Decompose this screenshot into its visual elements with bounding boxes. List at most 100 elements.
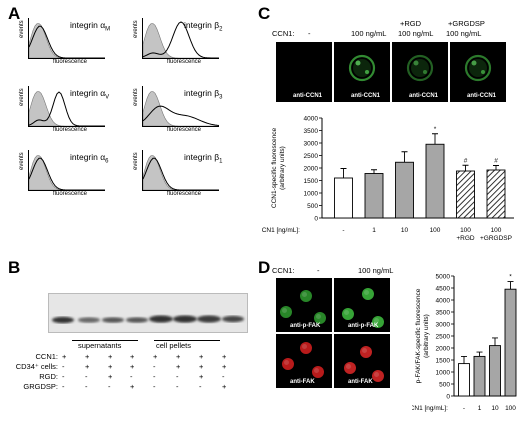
- blot-cell-1-2: +: [108, 362, 113, 371]
- histogram-5-xlabel: fluorescence: [167, 191, 202, 197]
- blot-cell-2-6: +: [199, 372, 204, 381]
- blot-row-label-0: CCN1:: [35, 352, 58, 361]
- chart-c-category-0: -: [342, 227, 344, 234]
- blot-cell-2-7: -: [222, 372, 225, 381]
- chart-c-ytick-label-4: 2000: [304, 165, 319, 172]
- panel-c-micrograph-2-label: anti-CCN1: [409, 93, 439, 99]
- blot-bands: [52, 315, 244, 324]
- panel-d-micrograph-3-cells: [344, 346, 384, 382]
- blot-cell-0-0: +: [62, 352, 67, 361]
- chart-c-annotation-3: *: [434, 126, 437, 133]
- chart-c-subcategory-5: +GRGDSP: [480, 235, 512, 242]
- chart-c-errorbar-5: [493, 165, 499, 170]
- chart-c-category-3: 100: [430, 227, 441, 234]
- histogram-5-ylabel: events: [133, 152, 139, 170]
- chart-c-errorbar-2: [401, 151, 408, 163]
- chart-d-ytick-label-1: 500: [439, 381, 450, 388]
- blot-cell-3-0: -: [62, 382, 65, 391]
- chart-c-ytick-label-7: 3500: [304, 128, 319, 135]
- panel-d-condition-0: -: [317, 266, 320, 275]
- blot-cell-2-5: -: [176, 372, 179, 381]
- chart-c-bar-0: [334, 177, 353, 219]
- panel-c-micrograph-1-cell: [348, 54, 376, 82]
- histogram-5-curves: [143, 155, 219, 190]
- histogram-0: [28, 18, 105, 59]
- panel-c-condition-0-line2: -: [308, 29, 311, 38]
- chart-d-ytick-label-10: 5000: [436, 273, 451, 280]
- panel-d-micrograph-1: [334, 278, 390, 332]
- panel-d-micrograph-1-label: anti-p-FAK: [348, 323, 379, 329]
- chart-d-pfak-fluorescence: 0 500 1000 1500 2000 2500 3000 3500 4000 4500 5000…: [412, 273, 517, 412]
- chart-c-annotation-4: #: [464, 157, 468, 164]
- histogram-4-title: integrin α6: [70, 152, 109, 165]
- blot-cell-3-2: -: [108, 382, 111, 391]
- histogram-5-title: integrin β1: [184, 152, 223, 165]
- panel-c-condition-2-line2: 100 ng/mL: [398, 29, 434, 38]
- blot-image: [48, 293, 248, 333]
- blot-cell-1-1: +: [85, 362, 90, 371]
- chart-d-category-1: 1: [478, 405, 482, 412]
- chart-c-bar-3: [425, 143, 445, 219]
- blot-row-label-1: CD34⁺ cells:: [15, 362, 58, 371]
- panel-letter-d: D: [258, 258, 271, 277]
- panel-c-micrograph-1: [334, 42, 390, 102]
- histogram-1: [142, 18, 219, 59]
- panel-c-condition-1-line2: 100 ng/mL: [351, 29, 387, 38]
- panel-c-micrograph-1-label: anti-CCN1: [351, 93, 381, 99]
- histogram-2-xlabel: fluorescence: [53, 127, 88, 133]
- chart-d-ytick-label-5: 2500: [436, 333, 451, 340]
- histogram-1-curves: [143, 21, 219, 58]
- histogram-4-xlabel: fluorescence: [53, 191, 88, 197]
- chart-d-ytick-label-9: 4500: [436, 285, 451, 292]
- chart-c-ytick-label-0: 0: [314, 215, 318, 222]
- blot-cell-2-3: -: [130, 372, 133, 381]
- blot-cell-3-4: -: [153, 382, 156, 391]
- chart-c-subcategory-4: +RGD: [456, 235, 475, 242]
- chart-d-errorbar-3: [507, 281, 514, 290]
- histogram-3-xlabel: fluorescence: [167, 127, 202, 133]
- chart-d-ytick-label-8: 4000: [436, 297, 451, 304]
- chart-c-annotation-5: #: [494, 158, 498, 165]
- chart-c-category-1: 1: [372, 227, 376, 234]
- chart-c-xlabel: CCN1 [ng/mL]:: [262, 227, 300, 234]
- panel-c-micrograph-2-cell: [406, 54, 434, 82]
- chart-d-bar-3: [504, 288, 517, 397]
- chart-d-category-0: -: [463, 405, 465, 412]
- blot-cell-1-5: +: [176, 362, 181, 371]
- blot-cell-2-1: -: [85, 372, 88, 381]
- blot-cell-0-1: +: [85, 352, 90, 361]
- histogram-3-curves: [143, 91, 219, 126]
- histogram-3: [142, 86, 219, 127]
- chart-c-errorbar-0: [340, 168, 347, 178]
- chart-c-ytick-label-2: 1000: [304, 190, 319, 197]
- blot-cell-3-3: +: [130, 382, 135, 391]
- chart-c-ylabel: CCN1-specific fluorescence(arbitrary uni…: [271, 128, 286, 209]
- chart-c-category-5: 100: [491, 227, 502, 234]
- panel-d-micrograph-0-cells: [280, 290, 326, 324]
- chart-d-xlabel: CCN1 [ng/mL]:: [412, 405, 448, 412]
- histogram-0-xlabel: fluorescence: [53, 59, 88, 65]
- chart-c-bar-5: [486, 169, 506, 219]
- blot-cell-1-4: -: [153, 362, 156, 371]
- panel-c-condition-3-line1: +GRGDSP: [448, 19, 485, 28]
- group-label-supernatants: supernatants: [78, 341, 122, 350]
- chart-c-bar-2: [395, 161, 414, 219]
- panel-c-micrograph-3-cell: [464, 54, 492, 82]
- chart-c-errorbar-1: [371, 169, 377, 174]
- blot-cell-2-4: -: [153, 372, 156, 381]
- histogram-1-xlabel: fluorescence: [167, 59, 202, 65]
- chart-c-errorbar-4: [462, 164, 469, 171]
- histogram-4: [28, 150, 105, 191]
- histogram-2-title: integrin αV: [70, 88, 110, 101]
- chart-c-bar-4: [456, 170, 475, 219]
- chart-c-category-2: 10: [401, 227, 409, 234]
- blot-cell-2-2: +: [108, 372, 113, 381]
- chart-d-ytick-label-0: 0: [446, 393, 450, 400]
- chart-d-category-3: 100: [505, 405, 516, 412]
- group-line-cell-pellets: [154, 340, 220, 341]
- chart-d-bar-0: [458, 363, 470, 397]
- blot-cell-2-0: -: [62, 372, 65, 381]
- chart-c-errorbar-3: [432, 133, 438, 145]
- panel-d-micrograph-1-cells: [342, 288, 384, 328]
- chart-c-ytick-label-8: 4000: [304, 115, 319, 122]
